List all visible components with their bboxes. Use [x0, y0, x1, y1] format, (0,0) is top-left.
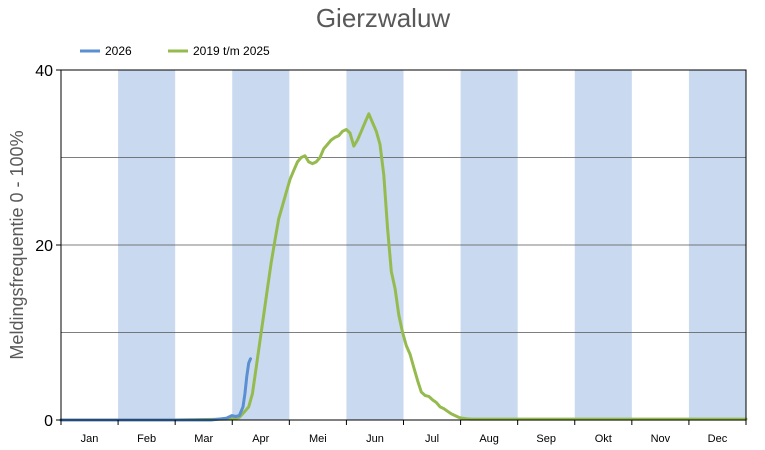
y-axis-label: Meldingsfrequentie 0 - 100%: [7, 130, 27, 359]
x-tick-label-jun: Jun: [366, 433, 384, 445]
y-tick-label-20: 20: [35, 238, 53, 255]
x-tick-label-dec: Dec: [708, 433, 728, 445]
series-line-2019-t-m-2025: [59, 112, 748, 422]
x-tick-label-okt: Okt: [595, 433, 612, 445]
x-tick-label-apr: Apr: [252, 433, 269, 445]
legend-entry: 2019 t/m 2025: [193, 44, 270, 58]
x-tick-label-nov: Nov: [651, 433, 671, 445]
legend: 2026 2019 t/m 2025: [80, 44, 270, 58]
y-tick-label-0: 0: [44, 413, 53, 430]
x-tick-label-feb: Feb: [137, 433, 156, 445]
x-tick-label-aug: Aug: [479, 433, 499, 445]
y-tick-label-40: 40: [35, 63, 53, 80]
chart-title: Gierzwaluw: [316, 3, 451, 33]
x-tick-label-mar: Mar: [194, 433, 213, 445]
x-axis: Jan Feb Mar Apr Mei Jun Jul Aug Sep Okt Nov Dec: [60, 420, 747, 445]
x-tick-label-mei: Mei: [309, 433, 327, 445]
x-tick-label-jul: Jul: [425, 433, 439, 445]
x-tick-label-jan: Jan: [81, 433, 99, 445]
legend-entry: 2026: [105, 44, 132, 58]
y-axis: 0 20 40: [35, 63, 61, 430]
x-tick-label-sep: Sep: [536, 433, 556, 445]
